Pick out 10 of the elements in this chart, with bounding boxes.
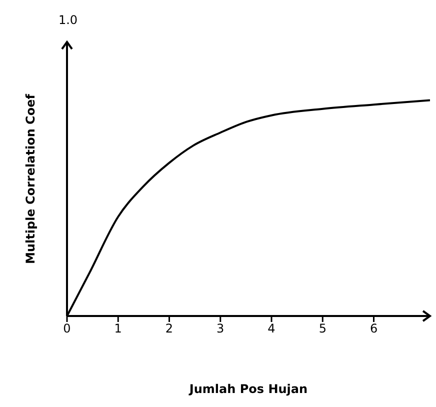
- text: 1.0: [58, 13, 78, 27]
- x-tick-label: 5: [318, 322, 326, 336]
- x-tick-label: 1: [114, 322, 122, 336]
- y-axis-title: Multiple Correlation Coef: [23, 93, 38, 264]
- x-tick-label: 3: [216, 322, 224, 336]
- x-axis-title: Jumlah Pos Hujan: [188, 382, 308, 396]
- x-tick-label: 6: [370, 322, 378, 336]
- x-tick-label: 2: [165, 322, 174, 336]
- x-tick-label: 0: [63, 322, 71, 336]
- x-tick-label: 4: [268, 322, 276, 336]
